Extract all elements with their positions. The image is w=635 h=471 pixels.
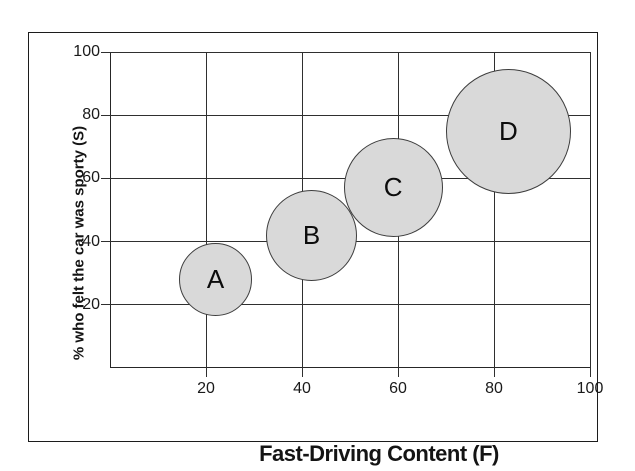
x-tick-mark-80 [493, 368, 495, 377]
x-tick-mark-20 [205, 368, 207, 377]
x-tick-label-40: 40 [293, 380, 311, 397]
y-tick-mark-100 [101, 51, 110, 53]
gridline-vertical-100 [589, 52, 591, 368]
y-tick-label-100: 100 [73, 43, 100, 60]
bubble-C: C [343, 138, 443, 238]
gridline-horizontal-20 [110, 304, 590, 306]
bubble-label-B: B [302, 219, 321, 250]
gridline-vertical-80 [493, 52, 495, 368]
gridline-horizontal-80 [110, 114, 590, 116]
x-tick-label-60: 60 [389, 380, 407, 397]
y-tick-label-40: 40 [82, 232, 100, 250]
x-tick-label-80: 80 [485, 380, 503, 397]
bubble-label-D: D [499, 115, 518, 146]
y-tick-mark-80 [101, 114, 110, 116]
x-tick-mark-100 [589, 368, 591, 377]
bubble-B: B [266, 189, 358, 281]
y-tick-mark-20 [101, 304, 110, 306]
x-tick-mark-40 [301, 368, 303, 377]
bubble-label-A: A [206, 264, 225, 295]
y-tick-label-80: 80 [82, 106, 100, 124]
y-tick-mark-60 [101, 177, 110, 179]
x-tick-mark-60 [397, 368, 399, 377]
x-tick-label-100: 100 [576, 380, 604, 397]
bubble-A: A [179, 243, 253, 317]
gridline-horizontal-100 [110, 51, 590, 53]
x-tick-label-20: 20 [197, 380, 215, 397]
x-axis-title: Fast-Driving Content (F) [259, 441, 499, 466]
gridline-vertical-20 [205, 52, 207, 368]
bubble-D: D [445, 68, 571, 194]
y-tick-label-20: 20 [82, 295, 100, 313]
plot-area [110, 52, 590, 368]
bubble-label-C: C [383, 172, 403, 203]
y-tick-label-60: 60 [82, 169, 100, 187]
y-tick-mark-40 [101, 241, 110, 243]
